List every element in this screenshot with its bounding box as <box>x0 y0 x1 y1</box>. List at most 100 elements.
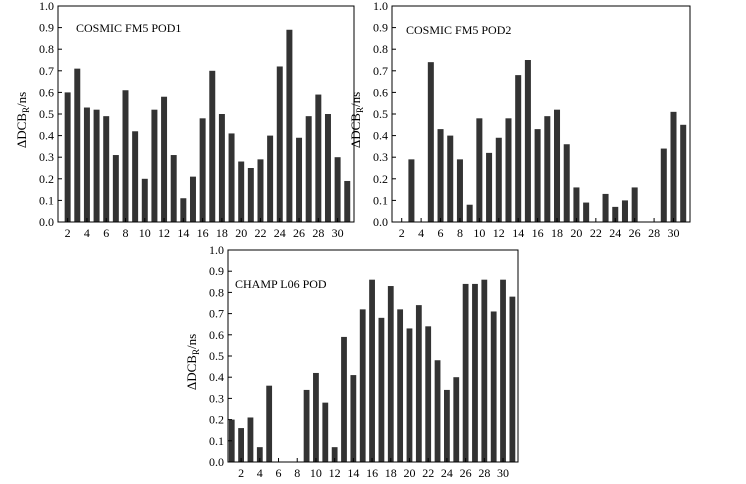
bar-10 <box>141 178 148 222</box>
y-axis-label: ΔDCBR/ns <box>184 334 201 390</box>
bar-17 <box>378 317 385 462</box>
x-tick-label: 16 <box>532 226 544 240</box>
y-tick-label: 0.0 <box>39 215 54 229</box>
y-tick-label: 0.9 <box>39 21 54 35</box>
x-tick-label: 30 <box>667 226 679 240</box>
x-tick-label: 26 <box>460 466 472 480</box>
bar-9 <box>132 131 139 222</box>
x-tick-label: 8 <box>457 226 463 240</box>
bar-14 <box>350 375 357 462</box>
x-tick-label: 24 <box>274 226 286 240</box>
y-tick-label: 0.2 <box>209 413 224 427</box>
x-tick-label: 22 <box>422 466 434 480</box>
y-tick-label: 0.1 <box>39 193 54 207</box>
plot-frame <box>391 5 691 223</box>
x-tick-label: 2 <box>238 466 244 480</box>
bar-30 <box>670 111 677 222</box>
y-tick-label: 0.7 <box>373 64 388 78</box>
bar-26 <box>462 283 469 462</box>
bar-13 <box>505 118 512 222</box>
bar-20 <box>406 328 413 462</box>
bar-11 <box>486 152 493 222</box>
bar-8 <box>456 159 463 222</box>
y-tick-label: 0.6 <box>39 85 54 99</box>
y-axis-label: ΔDCBR/ns <box>14 92 31 148</box>
x-tick-label: 20 <box>235 226 247 240</box>
bar-18 <box>218 114 225 222</box>
bar-24 <box>444 389 450 462</box>
x-tick-label: 2 <box>65 226 71 240</box>
bar-23 <box>602 193 609 222</box>
bar-2 <box>64 92 71 223</box>
y-tick-label: 1.0 <box>39 0 54 13</box>
bar-25 <box>453 377 460 462</box>
bar-9 <box>303 389 310 462</box>
chart-panel-champ-l06-pod: 0.00.10.20.30.40.50.60.70.80.91.02 4 6 8 10 1… <box>184 243 519 480</box>
y-tick-label: 0.0 <box>373 215 388 229</box>
bar-5 <box>266 385 273 462</box>
x-tick-label: 22 <box>254 226 266 240</box>
x-tick-label: 30 <box>332 226 344 240</box>
x-tick-label: 6 <box>438 226 444 240</box>
bar-19 <box>397 309 404 462</box>
x-tick-label: 18 <box>551 226 563 240</box>
x-tick-label: 24 <box>441 466 453 480</box>
chart-title: COSMIC FM5 POD2 <box>406 23 511 37</box>
bar-20 <box>573 187 580 222</box>
y-tick-label: 0.6 <box>209 328 224 342</box>
x-tick-label: 14 <box>347 466 359 480</box>
bar-11 <box>151 109 158 222</box>
bar-3 <box>408 159 415 222</box>
bar-16 <box>534 129 541 222</box>
x-tick-label: 20 <box>403 466 415 480</box>
bar-15 <box>524 60 531 222</box>
y-tick-label: 0.2 <box>373 172 388 186</box>
bar-29 <box>324 114 331 222</box>
bar-30 <box>500 279 506 462</box>
x-tick-label: 10 <box>473 226 485 240</box>
y-tick-label: 0.8 <box>39 42 54 56</box>
y-tick-label: 0.7 <box>39 64 54 78</box>
bar-4 <box>256 447 263 462</box>
y-tick-label: 0.1 <box>209 434 224 448</box>
y-tick-label: 0.2 <box>39 172 54 186</box>
bar-22 <box>425 326 432 462</box>
chart-title: CHAMP L06 POD <box>235 277 327 291</box>
bar-12 <box>331 447 338 462</box>
bar-14 <box>515 75 522 223</box>
x-tick-label: 8 <box>294 466 300 480</box>
bar-12 <box>495 137 502 222</box>
bar-14 <box>180 198 187 222</box>
x-tick-label: 30 <box>497 466 509 480</box>
x-tick-label: 24 <box>609 226 621 240</box>
bar-22 <box>257 159 264 222</box>
x-tick-label: 14 <box>177 226 189 240</box>
bar-6 <box>437 129 444 222</box>
bar-17 <box>544 116 551 222</box>
chart-title: COSMIC FM5 POD1 <box>76 21 181 35</box>
bar-7 <box>112 155 119 222</box>
bar-28 <box>315 94 322 222</box>
y-tick-label: 0.0 <box>209 455 224 469</box>
bar-31 <box>344 180 351 222</box>
x-tick-label: 12 <box>493 226 505 240</box>
bar-15 <box>189 176 196 222</box>
x-tick-label: 16 <box>197 226 209 240</box>
bar-10 <box>476 118 483 222</box>
bar-2 <box>238 428 244 462</box>
y-tick-label: 0.8 <box>373 42 388 56</box>
bar-24 <box>276 66 283 222</box>
x-tick-label: 28 <box>648 226 660 240</box>
bar-26 <box>631 187 638 222</box>
bar-21 <box>247 168 254 222</box>
bar-31 <box>680 124 687 222</box>
bar-11 <box>322 402 329 462</box>
y-tick-label: 0.5 <box>209 349 224 363</box>
x-tick-label: 26 <box>293 226 305 240</box>
bar-5 <box>427 62 434 222</box>
y-tick-label: 0.4 <box>39 129 54 143</box>
bar-10 <box>313 372 319 462</box>
x-tick-label: 4 <box>418 226 424 240</box>
bar-23 <box>434 360 441 462</box>
x-tick-label: 14 <box>512 226 524 240</box>
